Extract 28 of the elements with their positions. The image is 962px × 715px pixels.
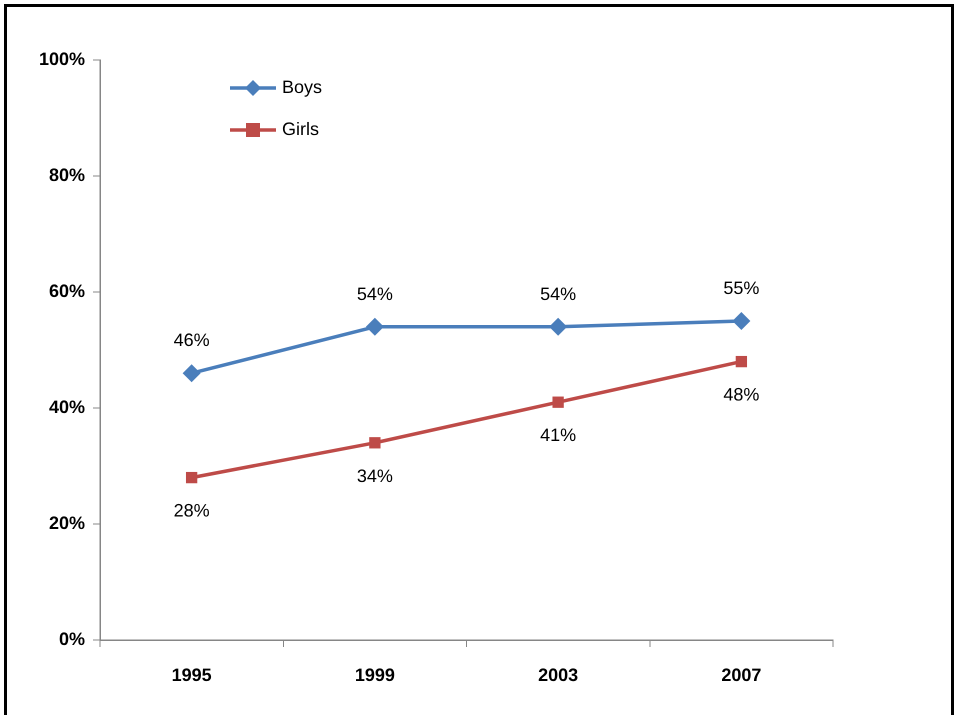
data-label: 54% (540, 284, 576, 304)
data-label: 28% (174, 500, 210, 521)
legend-label: Boys (282, 76, 322, 97)
point (186, 472, 198, 484)
y-tick-label: 80% (48, 164, 85, 185)
point (549, 318, 568, 336)
x-tick-label: 2007 (721, 664, 762, 685)
y-tick-label: 40% (48, 396, 85, 417)
point (366, 318, 384, 336)
data-label: 54% (356, 284, 393, 304)
data-label: 48% (723, 384, 760, 405)
point (182, 364, 201, 382)
data-label: 55% (723, 278, 760, 298)
x-tick-label: 1999 (354, 664, 395, 685)
legend-label: Girls (282, 118, 319, 139)
point (552, 396, 564, 408)
y-tick-label: 60% (48, 280, 85, 301)
data-label: 41% (540, 425, 576, 446)
point (736, 356, 748, 368)
y-tick-label: 100% (38, 48, 85, 69)
point (732, 312, 750, 330)
y-tick-label: 0% (58, 628, 85, 649)
data-label: 34% (356, 466, 393, 486)
point (369, 437, 381, 448)
x-tick-label: 2003 (538, 664, 578, 685)
y-tick-label: 20% (48, 512, 85, 533)
data-label: 46% (174, 330, 210, 350)
x-tick-label: 1995 (172, 664, 212, 685)
